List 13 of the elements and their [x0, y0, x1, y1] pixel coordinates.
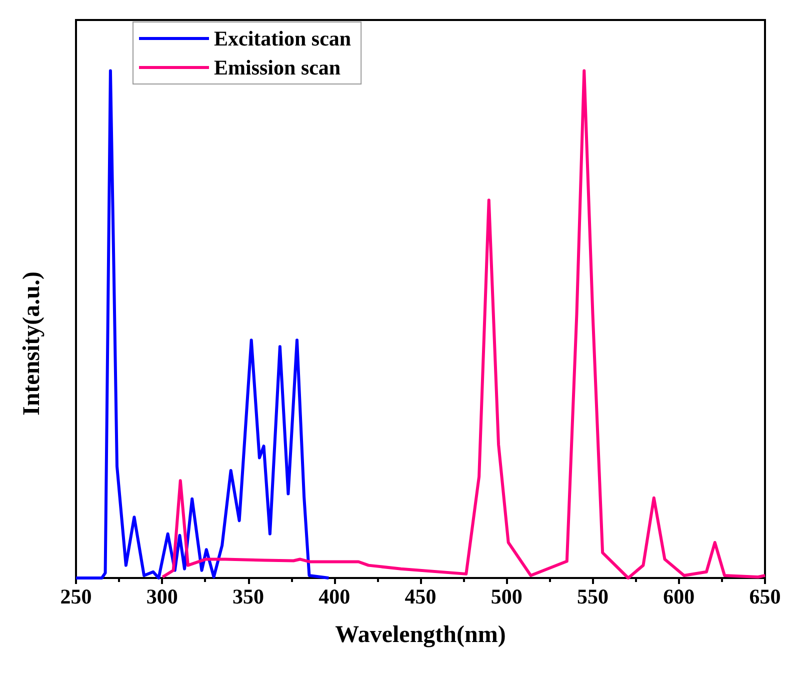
x-tick-label: 550 — [577, 584, 608, 608]
legend-label: Emission scan — [214, 56, 341, 80]
x-tick-label: 400 — [318, 584, 350, 608]
x-tick-label: 500 — [490, 584, 522, 608]
x-tick-label: 250 — [60, 584, 92, 608]
legend-label: Excitation scan — [214, 26, 352, 50]
x-tick-label: 600 — [663, 584, 695, 608]
x-axis-title: Wavelength(nm) — [335, 622, 506, 648]
x-tick-label: 300 — [146, 584, 178, 608]
x-tick-label: 450 — [404, 584, 436, 608]
y-axis-title: Intensity(a.u.) — [19, 271, 45, 416]
x-tick-label: 350 — [232, 584, 264, 608]
x-tick-label: 650 — [749, 584, 781, 608]
